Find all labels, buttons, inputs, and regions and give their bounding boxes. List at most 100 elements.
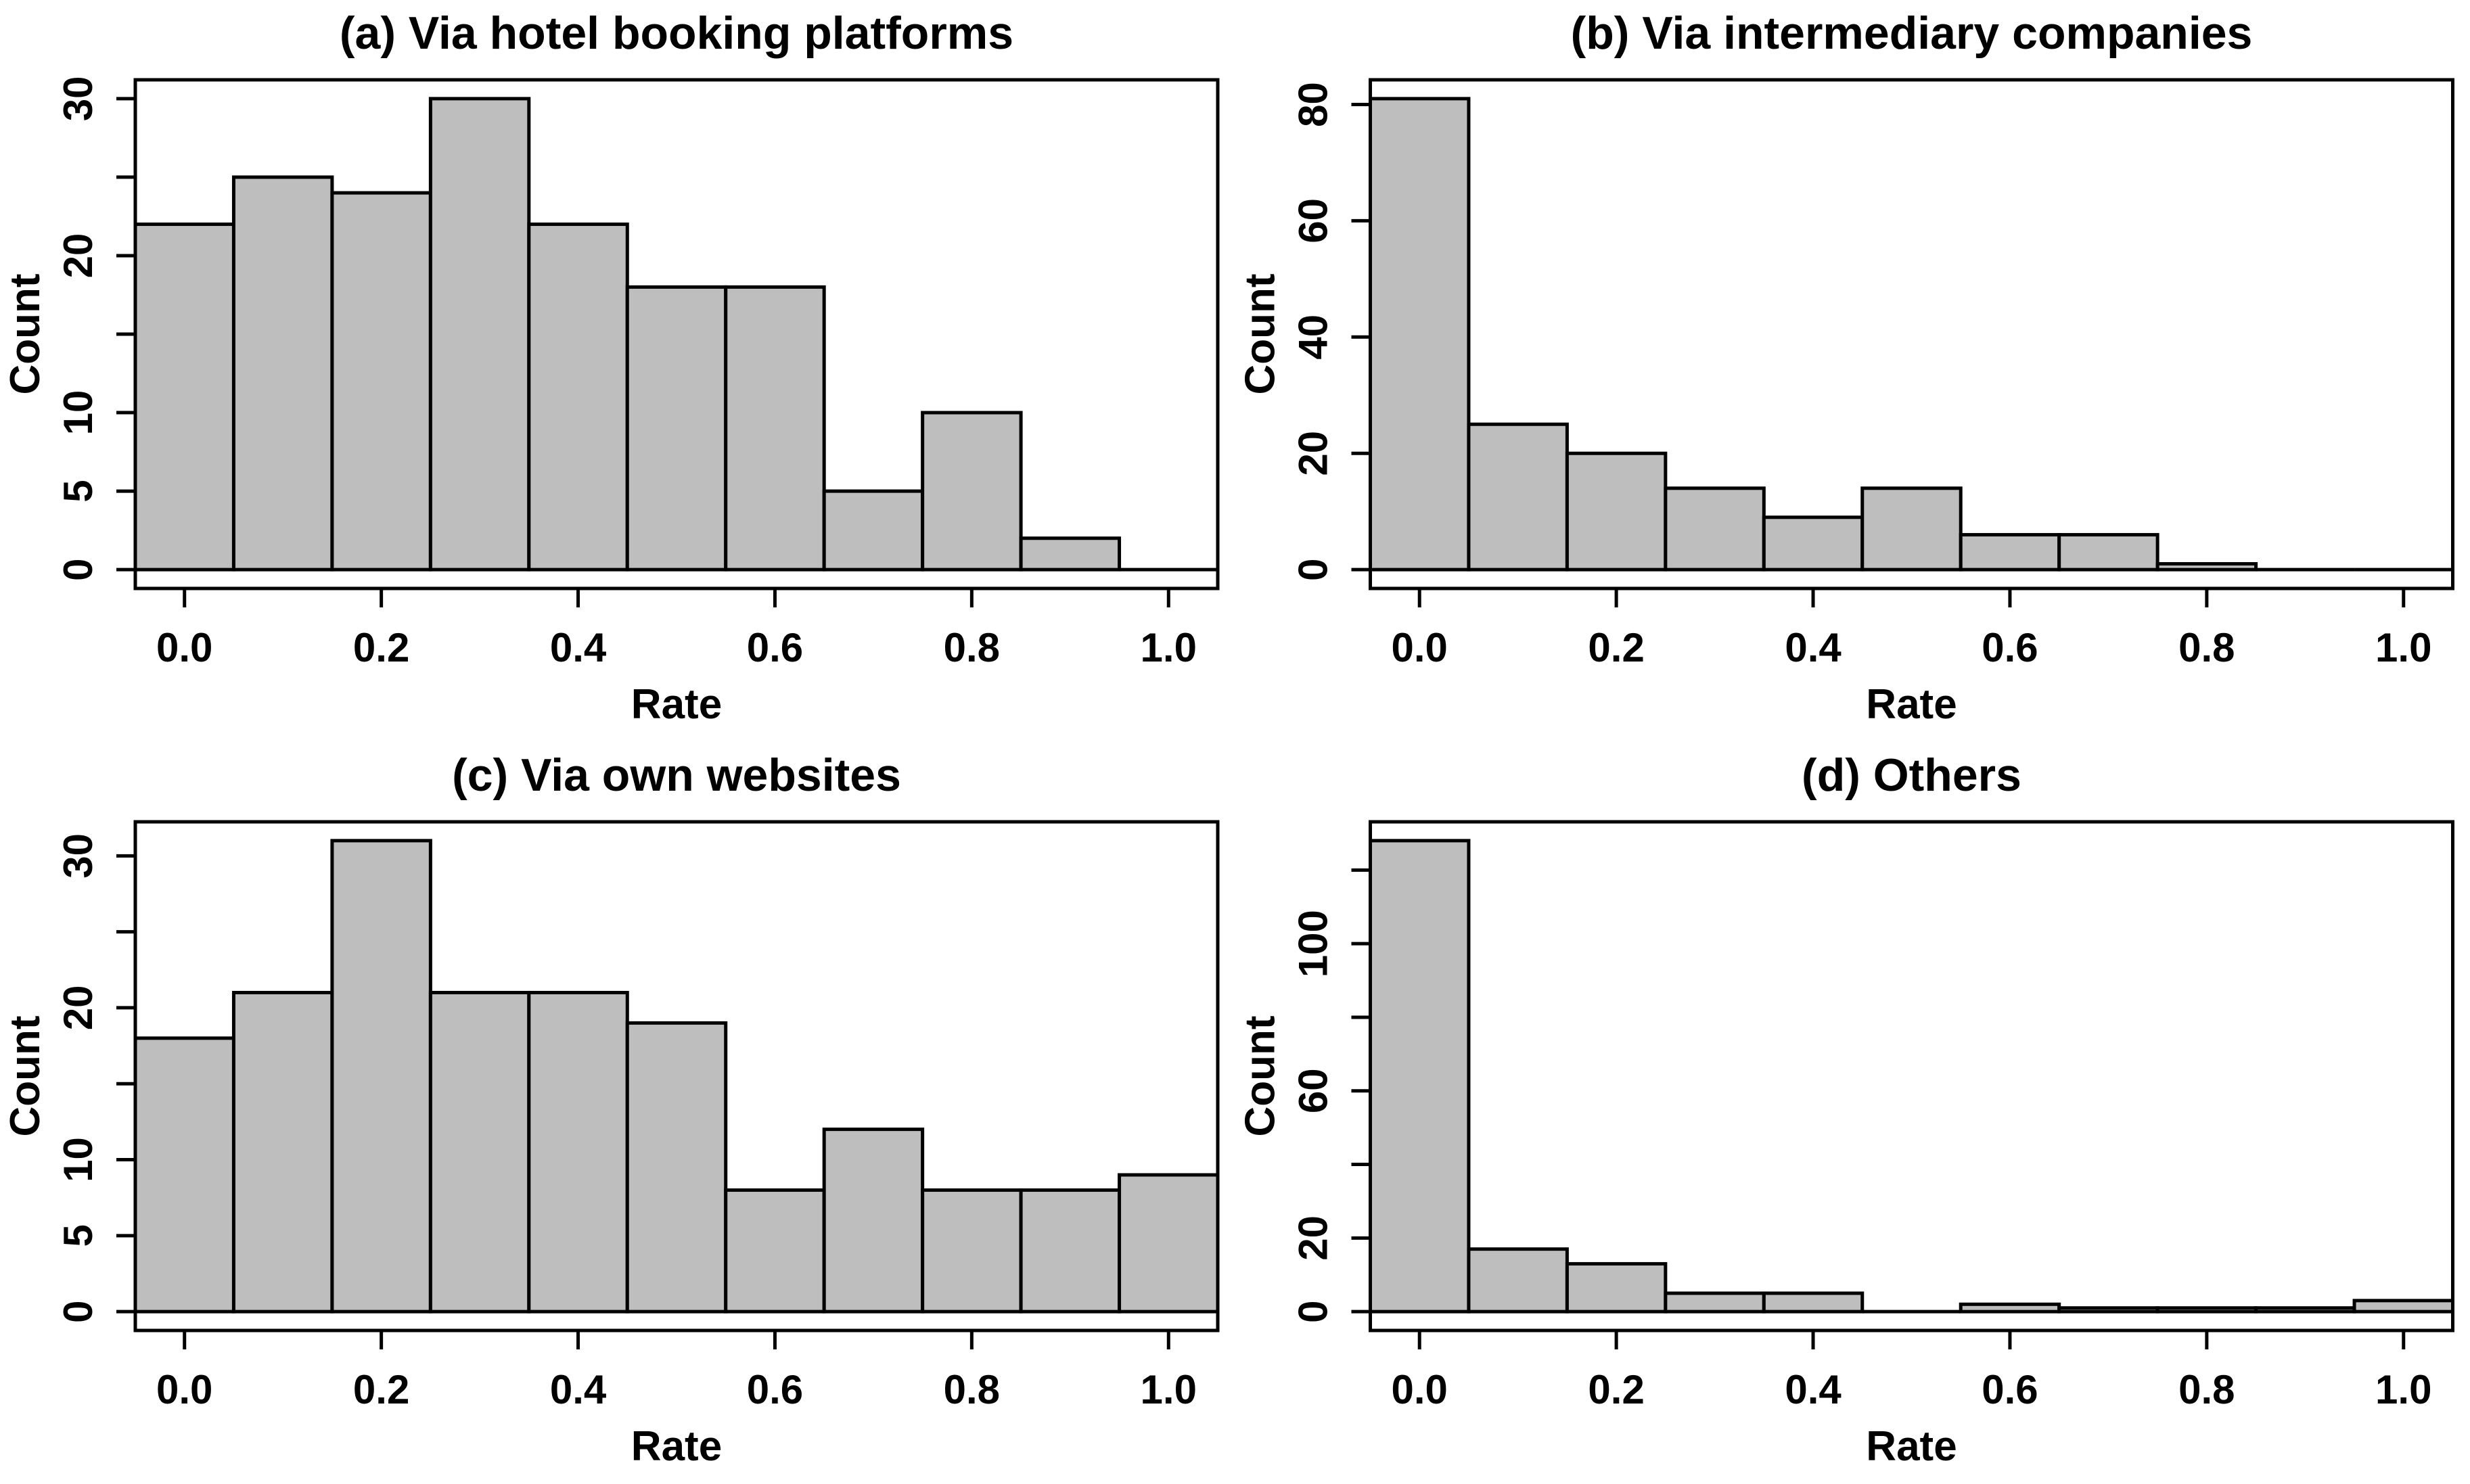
plot-layer: 0.0 0.2 0.4 0.6 0.8 1.0 0 20 60 100 <box>1291 820 2454 1412</box>
x-tick-label: 0.8 <box>2178 625 2235 670</box>
x-tick-label: 1.0 <box>2375 1367 2431 1412</box>
x-axis-label: Rate <box>1866 1423 1957 1470</box>
y-axis-label: Count <box>1237 273 1284 394</box>
panel-title: (d) Others <box>1802 749 2021 801</box>
x-tick-label: 0.4 <box>1785 625 1842 670</box>
hist-bar <box>1860 486 1963 572</box>
y-tick-label: 5 <box>55 1224 101 1247</box>
y-tick-label: 0 <box>1291 1300 1336 1322</box>
x-tick-label: 1.0 <box>1141 1367 1197 1412</box>
y-tick-label: 20 <box>1291 431 1336 476</box>
panel-a: 0.0 0.2 0.4 0.6 0.8 1.0 0 5 10 20 30 (a) Via hotel… <box>0 0 1235 742</box>
hist-bar <box>1565 1261 1668 1314</box>
hist-bar <box>724 1188 826 1314</box>
plot-layer: 0.0 0.2 0.4 0.6 0.8 1.0 0 5 10 20 30 <box>55 76 1220 670</box>
x-tick-label: 1.0 <box>1141 625 1197 670</box>
histogram-c: 0.0 0.2 0.4 0.6 0.8 1.0 0 5 10 20 30 (c) Via own w… <box>2 749 1220 1470</box>
y-tick-label: 100 <box>1291 910 1336 977</box>
panel-b: 0.0 0.2 0.4 0.6 0.8 1.0 0 20 40 60 80 (b) Via inte… <box>1235 0 2470 742</box>
hist-bar <box>1565 451 1668 572</box>
x-tick-label: 0.8 <box>944 625 1000 670</box>
hist-bar <box>231 175 334 572</box>
y-tick-label: 80 <box>1291 82 1336 127</box>
hist-bar <box>2057 533 2159 572</box>
x-tick-label: 0.2 <box>1588 625 1644 670</box>
plot-frame <box>133 820 1220 1332</box>
hist-bar <box>133 1036 235 1314</box>
hist-bar <box>625 1021 728 1314</box>
panel-title: (c) Via own websites <box>452 749 901 801</box>
hist-bar <box>428 97 531 572</box>
y-tick-label: 20 <box>55 233 101 279</box>
hist-bar <box>1762 515 1865 572</box>
x-tick-label: 0.2 <box>353 1367 409 1412</box>
x-tick-label: 1.0 <box>2375 625 2431 670</box>
x-tick-label: 0.4 <box>1785 1367 1842 1412</box>
x-tick-label: 0.4 <box>550 1367 607 1412</box>
x-tick-label: 0.8 <box>944 1367 1000 1412</box>
hist-bar <box>527 990 629 1314</box>
plot-frame <box>1369 78 2454 590</box>
x-tick-label: 0.2 <box>1588 1367 1644 1412</box>
y-tick-label: 60 <box>1291 198 1336 244</box>
hist-bar <box>2155 562 2258 572</box>
hist-bar <box>921 411 1023 572</box>
y-tick-label: 10 <box>55 390 101 436</box>
hist-bar <box>2352 1299 2454 1314</box>
x-axis-label: Rate <box>1866 681 1957 728</box>
hist-bar <box>1019 536 1122 572</box>
y-tick-label: 30 <box>55 76 101 121</box>
hist-bar <box>625 285 728 572</box>
x-tick-label: 0.4 <box>550 625 607 670</box>
panel-c: 0.0 0.2 0.4 0.6 0.8 1.0 0 5 10 20 30 (c) Via own w… <box>0 742 1235 1484</box>
hist-bar <box>2057 1306 2159 1314</box>
histogram-b: 0.0 0.2 0.4 0.6 0.8 1.0 0 20 40 60 80 (b) Via inte… <box>1237 7 2454 728</box>
y-tick-label: 0 <box>1291 558 1336 580</box>
histogram-a: 0.0 0.2 0.4 0.6 0.8 1.0 0 5 10 20 30 (a) Via hotel… <box>2 7 1220 728</box>
y-tick-label: 10 <box>55 1137 101 1182</box>
panel-d: 0.0 0.2 0.4 0.6 0.8 1.0 0 20 60 100 (d) Others Ra… <box>1235 742 2470 1484</box>
hist-bar <box>1959 1302 2061 1314</box>
y-axis-label: Count <box>1237 1015 1284 1136</box>
y-tick-label: 60 <box>1291 1068 1336 1113</box>
panel-title: (a) Via hotel booking platforms <box>340 7 1013 59</box>
y-tick-label: 0 <box>55 558 101 580</box>
histogram-d: 0.0 0.2 0.4 0.6 0.8 1.0 0 20 60 100 (d) Others Ra… <box>1237 749 2454 1470</box>
y-tick-label: 0 <box>55 1300 101 1322</box>
x-axis-label: Rate <box>631 681 722 728</box>
hist-bar <box>1959 533 2061 572</box>
hist-bar <box>1467 422 1569 572</box>
plot-layer: 0.0 0.2 0.4 0.6 0.8 1.0 0 5 10 20 30 <box>55 820 1220 1412</box>
y-tick-label: 30 <box>55 833 101 879</box>
y-axis-label: Count <box>2 273 49 394</box>
x-tick-label: 0.8 <box>2178 1367 2235 1412</box>
hist-bar <box>1664 1291 1766 1314</box>
x-tick-label: 0.0 <box>156 1367 212 1412</box>
hist-bar <box>1369 97 1471 572</box>
x-tick-label: 0.6 <box>747 625 803 670</box>
hist-bar <box>1019 1188 1122 1314</box>
hist-bar <box>527 223 629 572</box>
x-tick-label: 0.6 <box>1982 1367 2038 1412</box>
x-tick-label: 0.0 <box>1392 625 1448 670</box>
hist-bar <box>921 1188 1023 1314</box>
hist-bar <box>330 839 432 1314</box>
hist-bar <box>822 489 925 572</box>
y-tick-label: 5 <box>55 480 101 502</box>
hist-bar <box>1369 839 1471 1314</box>
hist-bar <box>1762 1291 1865 1314</box>
panel-title: (b) Via intermediary companies <box>1571 7 2253 59</box>
plot-layer: 0.0 0.2 0.4 0.6 0.8 1.0 0 20 40 60 80 <box>1291 78 2454 670</box>
x-tick-label: 0.2 <box>353 625 409 670</box>
plot-frame <box>1369 820 2454 1332</box>
x-tick-label: 0.6 <box>747 1367 803 1412</box>
x-axis-label: Rate <box>631 1423 722 1470</box>
x-tick-label: 0.6 <box>1982 625 2038 670</box>
hist-bar <box>330 191 432 572</box>
hist-bar <box>231 990 334 1314</box>
x-tick-label: 0.0 <box>156 625 212 670</box>
y-tick-label: 20 <box>55 986 101 1031</box>
hist-bar <box>2254 1306 2356 1314</box>
hist-bar <box>2155 1306 2258 1314</box>
